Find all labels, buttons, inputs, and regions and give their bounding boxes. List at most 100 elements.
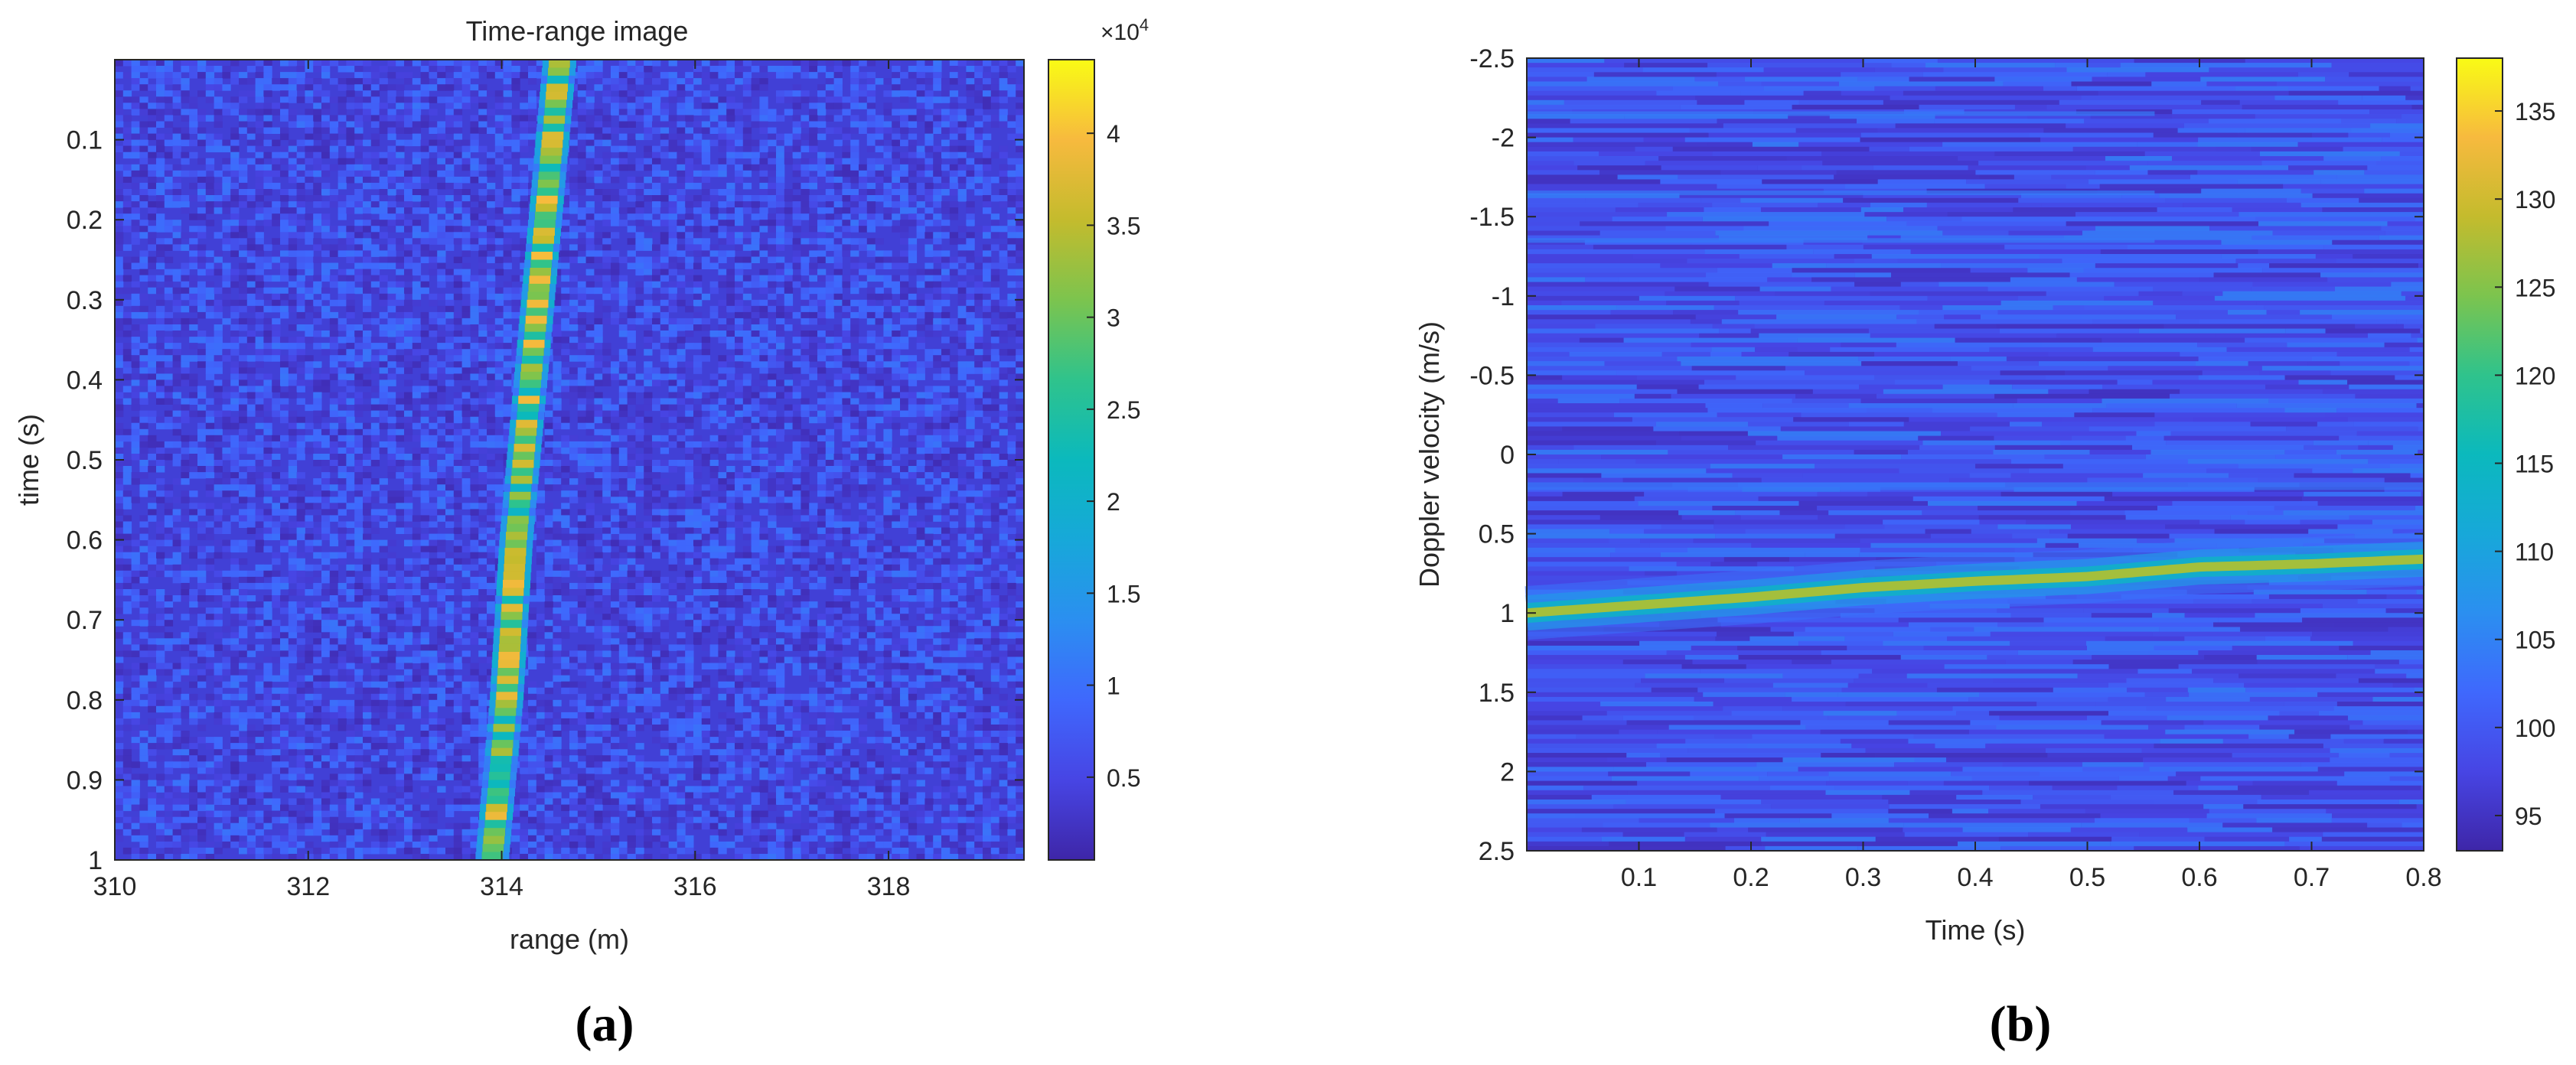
colorbar-tick-label: 110 xyxy=(2515,539,2554,566)
x-tick: 0.7 xyxy=(2294,58,2330,892)
track-cell xyxy=(523,340,545,349)
colorbar-tick: 2 xyxy=(1087,488,1120,516)
track-cell xyxy=(501,604,523,613)
track-cell xyxy=(546,83,568,93)
y-tick-label: 0.5 xyxy=(67,446,103,475)
x-tick-label: 0.7 xyxy=(2294,863,2330,892)
colorbar-tick-label: 0.5 xyxy=(1107,764,1140,792)
colorbar-tick: 2.5 xyxy=(1087,396,1140,424)
track-cell xyxy=(507,507,530,516)
colorbar-tick: 125 xyxy=(2495,274,2555,301)
colorbar-tick-label: 2.5 xyxy=(1107,396,1140,424)
y-tick-label: 0.5 xyxy=(1479,520,1515,549)
track-cell xyxy=(542,132,564,141)
track-cell xyxy=(509,491,531,500)
x-tick-label: 310 xyxy=(93,872,137,901)
track-cell xyxy=(503,572,525,581)
track-cell xyxy=(543,123,565,132)
y-tick-label: 0.4 xyxy=(67,366,103,395)
track-cell xyxy=(484,828,506,837)
y-tick: 0 xyxy=(1500,441,2424,470)
track-cell xyxy=(501,595,523,604)
track-cell xyxy=(517,403,540,412)
x-axis-label: range (m) xyxy=(510,923,629,955)
track-cell xyxy=(494,708,517,717)
x-tick: 0.8 xyxy=(2405,58,2442,892)
track-cell xyxy=(505,539,527,549)
track-cell xyxy=(496,683,518,692)
colorbar-tick: 3 xyxy=(1087,305,1120,332)
track-cell xyxy=(506,532,527,541)
track-cell xyxy=(530,259,553,269)
x-tick: 316 xyxy=(673,60,717,901)
y-tick: 0.7 xyxy=(67,606,1024,635)
y-tick-label: 1.5 xyxy=(1479,679,1515,708)
x-tick-label: 0.1 xyxy=(1621,863,1657,892)
doppler-panel: 0.1 0.2 0.3 0.4 0.5 0.6 0.7 0.8 -2.5 -2 -1.5 -1 -0.… xyxy=(1414,44,2555,1052)
x-tick-label: 0.4 xyxy=(1957,863,1993,892)
track-cell xyxy=(539,164,561,173)
y-tick: -1 xyxy=(1492,282,2424,311)
track-cell xyxy=(537,179,559,188)
colorbar-tick-label: 135 xyxy=(2515,98,2555,125)
x-tick-label: 318 xyxy=(867,872,911,901)
y-axis-ticks: 0.1 0.2 0.3 0.4 0.5 0.6 0.7 0.8 0.9 1 xyxy=(67,126,1024,875)
panel-label-a: (a) xyxy=(576,996,634,1052)
track-cell xyxy=(508,500,530,509)
colorbar-tick: 105 xyxy=(2495,627,2555,654)
colorbar-tick-label: 3.5 xyxy=(1107,212,1140,239)
y-tick: 0.6 xyxy=(67,526,1024,555)
y-tick: 1 xyxy=(1500,599,2424,628)
y-tick: 2 xyxy=(1500,757,2424,787)
track-cell xyxy=(499,643,520,653)
colorbar-multiplier: ×104 xyxy=(1101,15,1149,45)
track-cell xyxy=(519,387,540,396)
track-cell xyxy=(528,283,550,292)
track-cell xyxy=(533,236,554,245)
y-tick: 0.3 xyxy=(67,286,1024,315)
track-cell xyxy=(504,555,526,565)
x-tick-label: 0.6 xyxy=(2181,863,2217,892)
y-tick-label: 0.3 xyxy=(67,286,103,315)
track-cell xyxy=(535,204,557,213)
track-cell xyxy=(538,171,560,181)
track-cell xyxy=(540,155,562,164)
track-cell xyxy=(483,835,505,845)
colorbar-tick: 1.5 xyxy=(1087,580,1140,607)
colorbar-tick-label: 100 xyxy=(2515,715,2555,742)
colorbar xyxy=(1048,59,1095,861)
track-cell xyxy=(497,676,519,685)
track-cell xyxy=(488,771,510,780)
track-cell xyxy=(513,451,535,461)
track-cell xyxy=(510,475,533,484)
x-tick-label: 0.8 xyxy=(2405,863,2441,892)
track-cell xyxy=(525,315,547,324)
colorbar-tick-label: 95 xyxy=(2515,803,2542,830)
x-axis-ticks: 310 312 314 316 318 xyxy=(93,60,911,901)
colorbar-tick: 120 xyxy=(2495,362,2555,389)
y-tick-label: 0.6 xyxy=(67,526,103,555)
track-cell xyxy=(487,780,510,789)
y-tick: 0.1 xyxy=(67,126,1024,155)
colorbar-tick-label: 4 xyxy=(1107,120,1120,148)
y-tick: -0.5 xyxy=(1469,361,2424,390)
colorbar-tick-label: 1 xyxy=(1107,673,1120,700)
track-cell xyxy=(536,195,558,204)
track-cell xyxy=(522,347,544,357)
track-cell xyxy=(544,107,566,116)
y-tick: -2 xyxy=(1492,124,2424,153)
colorbar-tick-label: 3 xyxy=(1107,305,1120,332)
track-cell xyxy=(486,803,508,813)
colorbar-tick: 115 xyxy=(2495,451,2554,478)
x-axis-label: Time (s) xyxy=(1925,914,2026,946)
y-tick: 0.9 xyxy=(67,766,1024,795)
track-cell xyxy=(532,243,554,252)
y-tick-label: 2.5 xyxy=(1479,837,1515,866)
track-cell xyxy=(489,764,511,773)
track-cell xyxy=(511,467,533,477)
colorbar-tick-label: 130 xyxy=(2515,186,2555,213)
track-cell xyxy=(514,444,536,453)
y-tick: 0.5 xyxy=(1479,520,2424,549)
track-cell xyxy=(536,187,559,197)
